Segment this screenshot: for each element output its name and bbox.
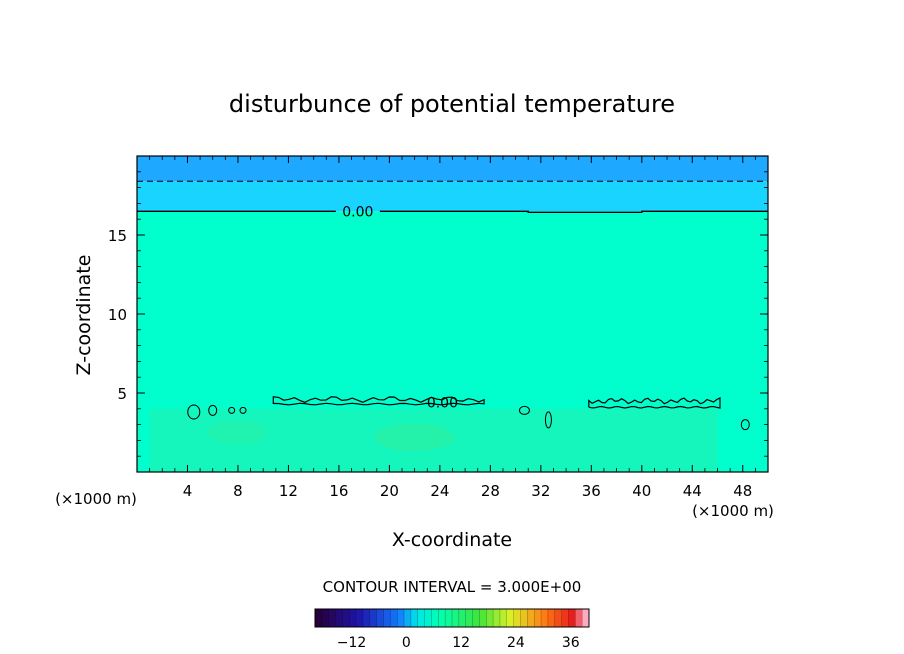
colorbar-cell [582, 609, 590, 627]
field-low-patch [374, 423, 455, 452]
x-unit-label-left: (×1000 m) [55, 490, 137, 508]
colorbar-cell [445, 609, 453, 627]
colorbar-cell [513, 609, 521, 627]
x-axis-title: X-coordinate [392, 529, 512, 551]
x-tick-label: 44 [683, 482, 702, 500]
colorbar-cell [362, 609, 371, 627]
colorbar-tick-label: 0 [402, 635, 411, 651]
contour-small-cell [518, 405, 530, 415]
colorbar-frame [314, 608, 590, 628]
x-axis-ticks: 4 8 12 16 20 24 28 32 36 40 44 48 [149, 156, 756, 500]
colorbar-cell [438, 609, 446, 627]
colorbar-cell [547, 609, 556, 627]
colorbar-cell [417, 609, 425, 627]
contour-small-cell [740, 419, 750, 431]
colorbar-cell [458, 609, 466, 627]
x-tick-label: 12 [279, 482, 298, 500]
colorbar-cell [321, 609, 329, 627]
colorbar-cell [431, 609, 439, 627]
colorbar-cell [561, 609, 569, 627]
x-tick-label: 24 [430, 482, 449, 500]
contour-zero-cell [588, 397, 721, 409]
contour-field [137, 156, 768, 473]
contour-small-cell [228, 406, 236, 414]
colorbar-cell [520, 609, 528, 627]
contour-label: 0.00 [427, 395, 458, 411]
colorbar-tick-label: 12 [452, 635, 470, 651]
colorbar-cell [499, 609, 508, 627]
x-tick-label: 16 [329, 482, 348, 500]
colorbar-cell [568, 609, 576, 627]
y-tick-label: 5 [117, 385, 127, 403]
x-tick-label: 4 [183, 482, 193, 500]
colorbar-cell [465, 609, 473, 627]
contour-label: 0.00 [342, 204, 373, 220]
colorbar-cell [404, 609, 412, 627]
colorbar-cell [452, 609, 460, 627]
y-axis-ticks: 5 10 15 [108, 171, 768, 457]
y-tick-label: 15 [108, 227, 127, 245]
colorbar-cell [356, 609, 364, 627]
x-tick-label: 20 [380, 482, 399, 500]
colorbar-cell [369, 609, 377, 627]
field-band-upper [137, 181, 768, 212]
colorbar-cell [383, 609, 391, 627]
field-band-top [137, 156, 768, 182]
chart-title: disturbunce of potential temperature [229, 90, 675, 118]
x-tick-label: 40 [632, 482, 651, 500]
y-axis-title: Z-coordinate [73, 255, 95, 376]
contour-zero-line [379, 210, 768, 213]
x-tick-label: 28 [481, 482, 500, 500]
colorbar [314, 608, 590, 628]
colorbar-cell [397, 609, 405, 627]
colorbar-cell [390, 609, 398, 627]
colorbar-cell [472, 609, 480, 627]
colorbar-cell [493, 609, 501, 627]
colorbar-tick-label: −12 [337, 635, 367, 651]
colorbar-cell [541, 609, 549, 627]
x-tick-label: 8 [233, 482, 243, 500]
colorbar-cell [534, 609, 542, 627]
contour-lines: 0.00 0.00 [137, 180, 768, 431]
colorbar-tick-label: 24 [507, 635, 525, 651]
colorbar-cell [506, 609, 514, 627]
plot-frame [136, 155, 769, 473]
contour-small-cell [544, 411, 552, 429]
colorbar-cell [527, 609, 535, 627]
contour-zero-cell [272, 396, 485, 406]
colorbar-cell [376, 609, 384, 627]
contour-small-cell [208, 404, 218, 416]
colorbar-cell [328, 609, 336, 627]
colorbar-cell [349, 609, 357, 627]
colorbar-cell [575, 609, 583, 627]
colorbar-cell [315, 609, 323, 627]
x-tick-label: 48 [733, 482, 752, 500]
colorbar-cell [479, 609, 487, 627]
contour-small-cell [187, 404, 201, 420]
y-tick-label: 10 [108, 306, 127, 324]
colorbar-cell [335, 609, 343, 627]
x-tick-label: 32 [531, 482, 550, 500]
x-unit-label-right: (×1000 m) [692, 502, 774, 520]
colorbar-cell [410, 609, 419, 627]
x-tick-label: 36 [582, 482, 601, 500]
colorbar-cell [342, 609, 350, 627]
contour-small-cell [239, 406, 247, 414]
colorbar-cell [424, 609, 432, 627]
colorbar-cell [486, 609, 494, 627]
colorbar-tick-label: 36 [562, 635, 580, 651]
colorbar-ticks: −12 0 12 24 36 [337, 635, 580, 651]
contour-interval-text: CONTOUR INTERVAL = 3.000E+00 [323, 578, 582, 596]
colorbar-cell [554, 609, 562, 627]
field-low-patch [207, 420, 268, 445]
